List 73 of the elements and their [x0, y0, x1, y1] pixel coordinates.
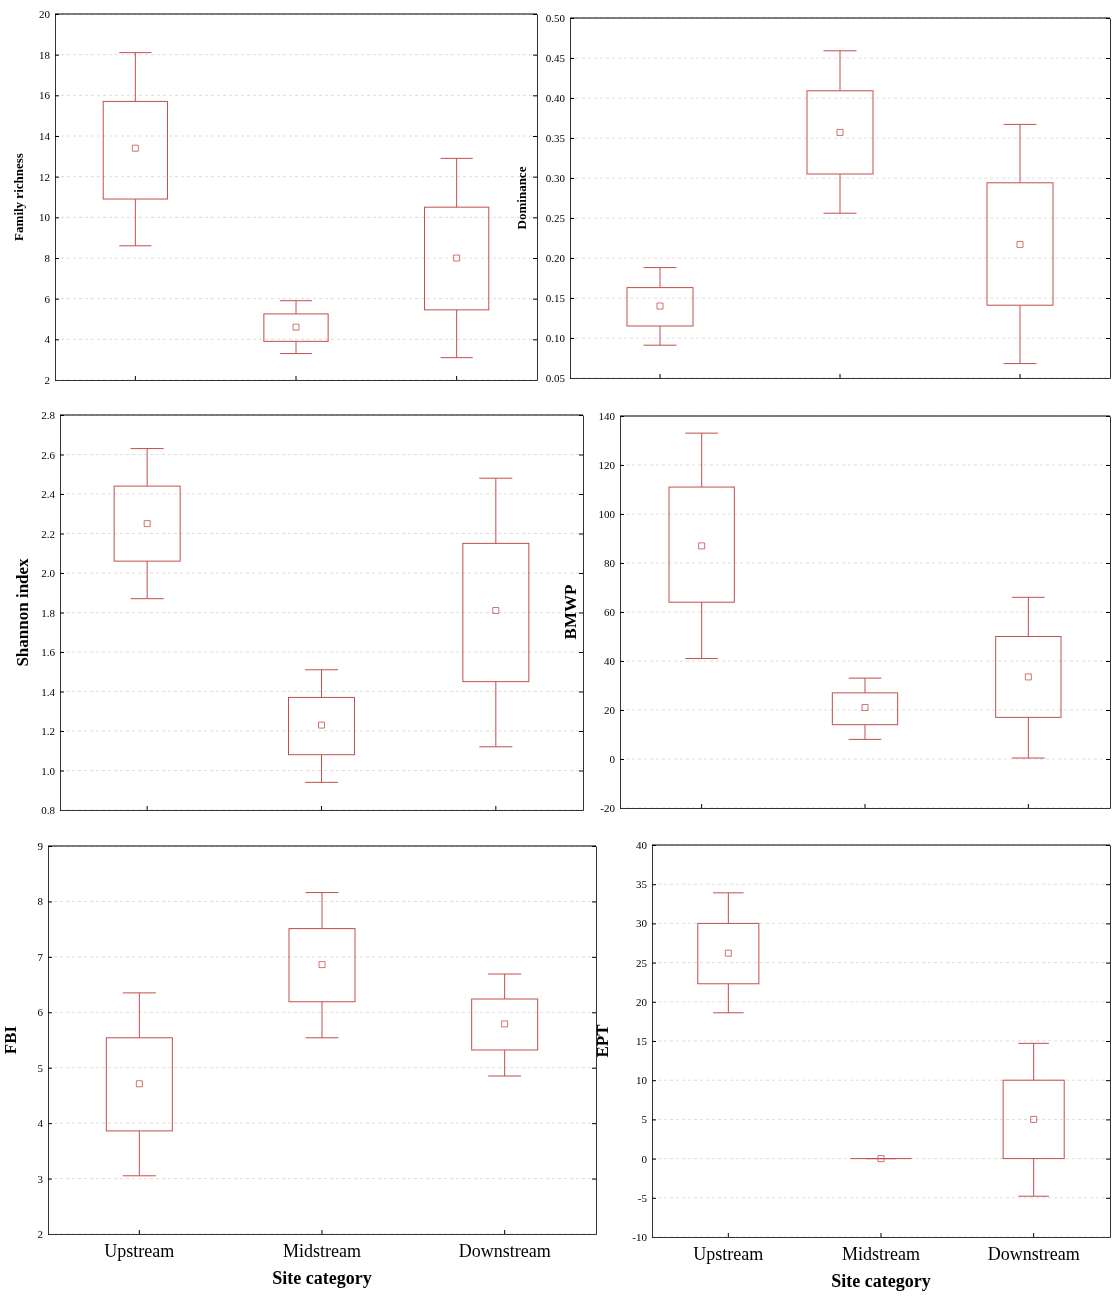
y-tick-label: 10	[636, 1074, 648, 1087]
y-tick-label: 0.05	[545, 372, 566, 385]
x-axis-title: Site category	[272, 1268, 372, 1288]
y-tick-label: 20	[39, 8, 51, 21]
y-tick-label: 80	[604, 557, 616, 570]
y-tick-label: 0.45	[545, 52, 566, 65]
y-tick-label: 40	[604, 655, 616, 668]
y-tick-label: 2	[44, 374, 50, 387]
y-tick-label: 6	[37, 1006, 44, 1019]
x-tick-label: Midstream	[283, 1240, 361, 1261]
y-tick-label: 8	[44, 252, 51, 265]
y-tick-label: 15	[636, 1035, 648, 1048]
y-tick-label: 12	[39, 170, 50, 183]
y-tick-label: 100	[598, 508, 616, 521]
y-tick-label: 14	[39, 130, 51, 143]
y-tick-label: 0.30	[545, 172, 566, 185]
y-tick-label: 25	[636, 956, 648, 969]
y-axis-title: BMWP	[561, 584, 580, 640]
y-tick-label: 0	[609, 753, 616, 766]
y-tick-label: 2	[37, 1228, 43, 1241]
y-tick-label: 20	[636, 995, 648, 1008]
y-tick-label: 0.50	[545, 12, 566, 25]
y-tick-label: 2.4	[41, 488, 56, 501]
y-tick-label: 16	[39, 89, 51, 102]
y-tick-label: 1.0	[41, 764, 56, 777]
y-tick-label: 0.10	[545, 332, 566, 345]
x-tick-label: Downstream	[987, 1243, 1080, 1264]
y-tick-label: 2.6	[41, 448, 56, 461]
y-tick-label: 1.2	[41, 725, 55, 738]
y-tick-label: 60	[604, 606, 616, 619]
y-tick-label: 1.4	[41, 685, 56, 698]
y-tick-label: 0.8	[41, 804, 56, 817]
y-tick-label: 3	[37, 1172, 44, 1185]
y-tick-label: 8	[37, 895, 44, 908]
x-tick-label: Upstream	[693, 1243, 764, 1264]
y-tick-label: 4	[37, 1117, 44, 1130]
y-tick-label: 30	[636, 917, 648, 930]
y-tick-label: 0.15	[545, 292, 566, 305]
x-tick-label: Midstream	[842, 1243, 920, 1264]
x-tick-label: Downstream	[458, 1240, 551, 1261]
y-tick-label: 0	[641, 1152, 648, 1165]
y-axis-title: FBI	[1, 1025, 20, 1055]
y-tick-label: 5	[37, 1061, 44, 1074]
y-tick-label: -10	[632, 1231, 648, 1244]
x-tick-label: Upstream	[104, 1240, 175, 1261]
y-tick-label: 2.0	[41, 567, 56, 580]
y-tick-label: 2.2	[41, 527, 55, 540]
x-axis-title: Site category	[831, 1271, 931, 1291]
y-tick-label: 5	[641, 1113, 648, 1126]
y-tick-label: 0.35	[545, 132, 566, 145]
y-tick-label: -5	[637, 1191, 648, 1204]
y-tick-label: 40	[636, 839, 648, 852]
y-tick-label: 4	[44, 333, 51, 346]
y-tick-label: 20	[604, 704, 616, 717]
y-tick-label: 6	[44, 292, 51, 305]
y-tick-label: 10	[39, 211, 51, 224]
y-axis-title: Shannon index	[13, 557, 32, 667]
y-tick-label: 0.25	[545, 212, 566, 225]
y-tick-label: 7	[37, 950, 44, 963]
y-tick-label: 1.6	[41, 646, 56, 659]
y-tick-label: 35	[636, 878, 648, 891]
y-axis-title: Dominance	[514, 166, 529, 230]
y-tick-label: 140	[598, 410, 616, 423]
y-tick-label: -20	[600, 802, 616, 815]
y-tick-label: 0.20	[545, 252, 566, 265]
y-tick-label: 2.8	[41, 409, 56, 422]
y-tick-label: 18	[39, 48, 51, 61]
y-axis-title: Family richness	[11, 153, 26, 241]
y-tick-label: 1.8	[41, 606, 56, 619]
y-tick-label: 0.40	[545, 92, 566, 105]
y-tick-label: 120	[598, 459, 616, 472]
y-axis-title: EPT	[593, 1023, 612, 1058]
y-tick-label: 9	[37, 840, 44, 853]
